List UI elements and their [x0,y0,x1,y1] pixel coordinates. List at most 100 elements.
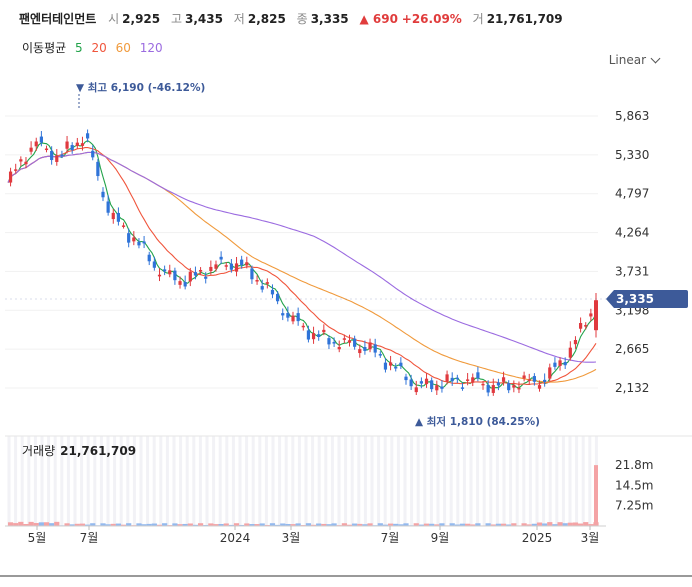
high-value: 3,435 [185,12,223,26]
candle [589,313,593,317]
volume-bar [172,523,178,526]
candle [60,154,64,157]
time-tick-label: 3월 [581,531,600,545]
volume-bar [310,524,317,526]
volume-bars [7,465,599,526]
candle [455,377,459,380]
candle [471,377,475,383]
candle [260,286,264,290]
volume-bar [346,524,353,526]
candle [481,383,485,386]
time-tick-label: 7월 [381,531,400,545]
volume-bar [156,524,163,526]
volume-bar [126,523,132,526]
volume-tick-label: 21.8m [615,458,653,472]
low-value: 2,825 [247,12,286,26]
volume-bar [326,524,332,526]
candle [234,263,239,272]
volume-bar [490,524,496,526]
ma-5-line [7,140,597,389]
candle [322,329,326,333]
volume-bar [177,524,183,526]
volume-bar [562,523,568,526]
candle [342,338,346,340]
volume-bar [362,524,368,526]
high-annotation: ▼ 최고 6,190 (-46.12%) [76,81,205,94]
candle [507,383,511,391]
price-tick-label: 3,731 [615,264,649,278]
candle [435,385,439,391]
candle [29,147,33,152]
volume-bar [572,522,579,526]
candle [219,256,223,260]
candle [276,293,280,302]
volume-bar [110,523,116,526]
candle [332,342,336,344]
candle [121,225,126,227]
price-tick-label: 2,665 [615,342,649,356]
volume-bar [454,524,460,526]
candle [558,360,562,366]
candle [491,385,495,393]
candle [327,338,331,345]
candle [39,136,43,143]
volume-bar [13,523,19,526]
volume-bar [290,524,296,526]
candle [55,155,59,162]
close-value: 3,335 [310,12,349,26]
volume-bar [264,524,270,526]
ma-20-label[interactable]: 20 [91,41,107,55]
volume-bar [280,523,286,526]
candle [163,269,167,272]
annotations: ▼ 최고 6,190 (-46.12%) ▲ 최저 1,810 (84.25%) 3… [5,81,688,428]
candle [517,387,521,390]
volume-bar [187,523,193,526]
volume-bar [506,524,512,526]
volume-bar [90,523,96,526]
candle [553,362,557,367]
volume-bar [239,524,245,526]
candle [486,384,490,393]
ma-120-label[interactable]: 120 [139,41,163,55]
ma-5-label[interactable]: 5 [75,41,83,55]
candle [152,261,156,268]
candle [19,159,23,162]
ma-60-label[interactable]: 60 [115,41,131,55]
candle [44,148,49,151]
volume-bar [577,523,584,526]
volume-bar [495,523,502,526]
candle [337,346,341,350]
volume-bar [18,521,24,526]
candle [440,386,444,389]
volume-bar [43,522,50,526]
candle [311,333,316,340]
volume-bar [23,524,29,526]
volume-bar [434,524,440,526]
candle [317,334,321,337]
volume-bar [393,523,399,526]
candle [173,270,177,281]
volume-bar [38,522,44,526]
candle [543,379,547,383]
low-annotation: ▲ 최저 1,810 (84.25%) [415,415,540,428]
candle [50,150,54,161]
candle [198,269,203,272]
volume-bar [249,524,255,526]
volume-bar [100,523,106,526]
candle [229,263,233,270]
volume-bar [275,524,281,526]
candle [291,315,295,322]
time-tick-label: 9월 [431,531,450,545]
candle [286,312,290,318]
candle [548,367,552,379]
candle [111,212,115,220]
candle [24,161,28,165]
time-tick-label: 2024 [220,531,251,545]
candle [532,376,536,382]
volume-tick-label: 7.25m [615,499,653,513]
volume-bar [331,523,337,526]
candle [127,233,131,243]
scale-selector[interactable]: Linear [609,53,661,67]
volume-bar [244,523,250,526]
